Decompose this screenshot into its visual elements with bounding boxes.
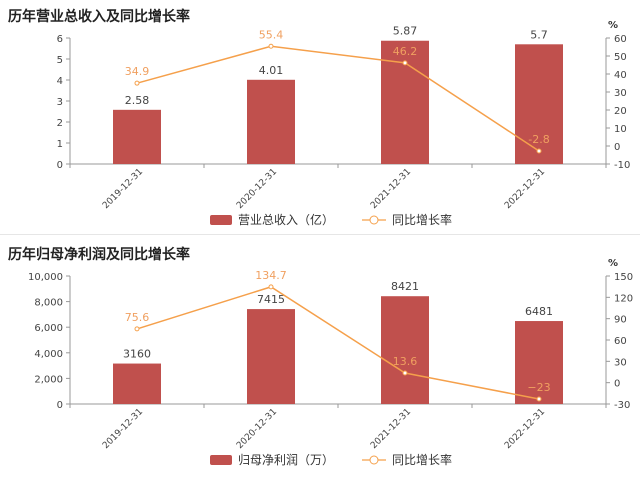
bar-data-label: 3160	[123, 348, 151, 361]
bar-data-label: 4.01	[259, 64, 284, 77]
right-axis-unit: %	[608, 258, 618, 269]
bar-data-label: 6481	[525, 305, 553, 318]
right-axis-tick-label: 120	[614, 293, 633, 304]
x-axis-tick-label: 2019-12-31	[101, 407, 145, 451]
bar-data-label: 8421	[391, 280, 419, 293]
right-axis-tick-label: -30	[614, 400, 630, 411]
growth-point	[268, 43, 274, 49]
growth-point	[402, 370, 408, 376]
right-axis-tick-label: 0	[614, 142, 620, 153]
left-axis-tick-label: 8,000	[34, 298, 63, 309]
x-axis-tick-label: 2022-12-31	[503, 167, 547, 211]
chart-title: 历年营业总收入及同比增长率	[8, 9, 190, 25]
legend-line-marker	[369, 455, 379, 465]
bar-data-label: 7415	[257, 293, 285, 306]
chart-title: 历年归母净利润及同比增长率	[8, 247, 190, 263]
right-axis-tick-label: 60	[614, 336, 627, 347]
x-axis-tick-label: 2020-12-31	[235, 167, 279, 211]
right-axis-tick-label: 0	[614, 379, 620, 390]
growth-data-label: 13.6	[393, 355, 418, 368]
right-axis-tick-label: 90	[614, 315, 627, 326]
x-axis-tick-label: 2022-12-31	[503, 407, 547, 451]
growth-line	[136, 286, 540, 400]
right-axis-tick-label: -10	[614, 160, 630, 171]
bar	[247, 79, 295, 164]
growth-point	[134, 326, 140, 332]
bar	[381, 40, 429, 165]
bar-data-label: 2.58	[125, 94, 150, 107]
legend-bar-swatch	[210, 455, 232, 465]
legend-line-marker	[369, 215, 379, 225]
right-axis-tick-label: 60	[614, 34, 627, 45]
growth-data-label: −23	[527, 381, 550, 394]
legend-bar-label: 营业总收入（亿）	[238, 212, 334, 227]
bar	[515, 321, 563, 404]
right-axis-tick-label: 150	[614, 272, 633, 283]
legend-bar-label: 归母净利润（万）	[238, 453, 334, 467]
growth-point	[536, 396, 542, 402]
left-axis-tick-label: 6	[57, 34, 63, 45]
growth-data-label: 75.6	[125, 311, 150, 324]
growth-line	[136, 45, 540, 152]
bar	[247, 309, 295, 404]
bar	[381, 296, 429, 404]
left-axis-tick-label: 10,000	[28, 272, 63, 283]
left-axis-tick-label: 6,000	[34, 323, 63, 334]
left-axis-tick-label: 2,000	[34, 374, 63, 385]
right-axis-tick-label: 50	[614, 52, 627, 63]
bar	[113, 109, 161, 164]
bar	[515, 44, 563, 164]
revenue-chart: 0 1 2 3 4 5 6 -10 0 10 20 30 40 50 60% 2019-12-31 2020-1…	[57, 20, 631, 227]
legend-line-label: 同比增长率	[392, 452, 452, 467]
left-axis-tick-label: 0	[57, 400, 63, 411]
legend-line-label: 同比增长率	[392, 212, 452, 227]
right-axis-tick-label: 30	[614, 357, 627, 368]
left-axis-tick-label: 4	[57, 76, 63, 87]
bar	[113, 363, 161, 404]
growth-data-label: 34.9	[125, 65, 150, 78]
growth-data-label: 134.7	[255, 269, 287, 282]
left-axis-tick-label: 2	[57, 118, 63, 129]
right-axis-unit: %	[608, 20, 618, 31]
legend-bar-swatch	[210, 215, 232, 225]
left-axis-tick-label: 0	[57, 160, 63, 171]
growth-point	[268, 284, 274, 290]
right-axis-tick-label: 40	[614, 70, 627, 81]
growth-data-label: 55.4	[259, 28, 284, 41]
x-axis-tick-label: 2020-12-31	[235, 407, 279, 451]
x-axis-tick-label: 2021-12-31	[369, 167, 413, 211]
growth-point	[402, 60, 408, 66]
divider	[0, 234, 640, 235]
bar-data-label: 5.7	[530, 28, 548, 41]
growth-data-label: 46.2	[393, 45, 418, 58]
left-axis-tick-label: 3	[57, 97, 63, 108]
growth-point	[536, 148, 542, 154]
x-axis-tick-label: 2021-12-31	[369, 407, 413, 451]
revenue-chart-panel: 历年营业总收入及同比增长率 0 1 2 3 4 5 6 -10 0 10 20 30 40 50 60% 20…	[0, 0, 640, 232]
right-axis-tick-label: 10	[614, 124, 627, 135]
profit-chart: 0 2,000 4,000 6,000 8,000 10,000 -30 0 30 60 90 120…	[28, 258, 633, 467]
left-axis-tick-label: 5	[57, 55, 63, 66]
bar-data-label: 5.87	[393, 25, 418, 38]
right-axis-tick-label: 20	[614, 106, 627, 117]
profit-chart-panel: 历年归母净利润及同比增长率 0 2,000 4,000 6,000 8,000 10,00…	[0, 238, 640, 474]
left-axis-tick-label: 4,000	[34, 349, 63, 360]
x-axis-tick-label: 2019-12-31	[101, 167, 145, 211]
left-axis-tick-label: 1	[57, 139, 63, 150]
right-axis-tick-label: 30	[614, 88, 627, 99]
growth-data-label: -2.8	[528, 133, 549, 146]
growth-point	[134, 80, 140, 86]
